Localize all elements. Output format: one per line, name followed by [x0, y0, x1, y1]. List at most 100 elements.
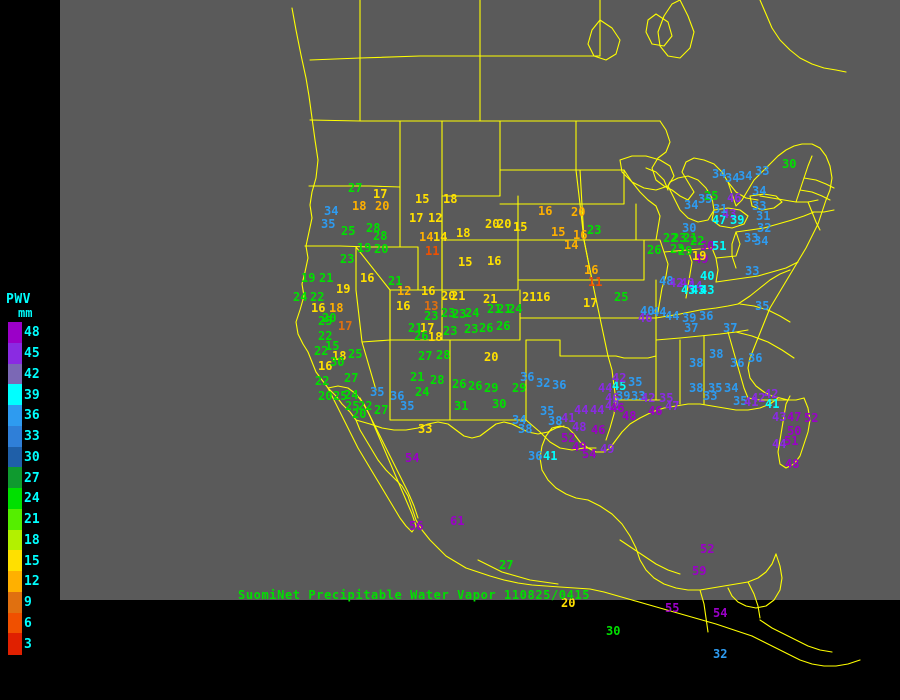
station-pwv-value: 34	[724, 381, 739, 395]
colorbar-swatch	[8, 363, 22, 385]
station-pwv-value: 47	[787, 410, 802, 424]
station-pwv-value: 32	[536, 376, 551, 390]
station-pwv-value: 21	[451, 289, 466, 303]
station-pwv-value: 42	[612, 371, 627, 385]
station-pwv-value: 19	[692, 249, 707, 263]
station-pwv-value: 21	[487, 302, 502, 316]
colorbar-title: PWV	[6, 292, 31, 307]
station-pwv-value: 16	[396, 299, 411, 313]
station-pwv-value: 27	[348, 181, 363, 195]
station-pwv-value: 43	[700, 283, 715, 297]
station-pwv-value: 42	[764, 387, 779, 401]
station-pwv-value: 20	[571, 205, 586, 219]
station-pwv-value: 22	[690, 234, 705, 248]
station-pwv-value: 52	[561, 431, 576, 445]
pwv-colorbar-legend: PWV mm 48 45 42 39 36 33 30 27 24 21 18 15 12 9 6 3	[0, 292, 58, 660]
station-pwv-value: 17	[420, 321, 435, 335]
station-pwv-value: 43	[681, 283, 696, 297]
station-pwv-value: 33	[703, 389, 718, 403]
colorbar-swatch	[8, 405, 22, 427]
station-pwv-value: 54	[713, 606, 728, 620]
station-pwv-value: 40	[700, 269, 715, 283]
station-pwv-value: 19	[336, 282, 351, 296]
station-pwv-value: 23	[587, 223, 602, 237]
station-pwv-value: 34	[712, 167, 727, 181]
station-pwv-value: 52	[804, 411, 819, 425]
station-pwv-value: 20	[561, 596, 576, 610]
station-pwv-value: 14	[564, 238, 579, 252]
colorbar-tick-label: 12	[24, 574, 40, 590]
station-pwv-value: 43	[722, 207, 737, 221]
station-pwv-value: 35	[708, 381, 723, 395]
station-pwv-value: 35	[733, 394, 748, 408]
colorbar-tick-label: 42	[24, 366, 40, 382]
station-pwv-value: 33	[418, 422, 433, 436]
colorbar-swatch	[8, 591, 22, 613]
station-pwv-value: 26	[479, 321, 494, 335]
station-pwv-value: 44	[772, 437, 787, 451]
station-pwv-value: 39	[616, 389, 631, 403]
station-pwv-value: 37	[684, 321, 699, 335]
station-pwv-value: 23	[443, 324, 458, 338]
station-pwv-value: 51	[784, 434, 799, 448]
station-pwv-value: 47	[712, 213, 727, 227]
station-pwv-value: 21	[410, 370, 425, 384]
station-pwv-value: 24	[344, 388, 359, 402]
colorbar-tick-label: 18	[24, 532, 40, 548]
station-pwv-value: 35	[628, 375, 643, 389]
station-pwv-value: 44	[652, 305, 667, 319]
station-pwv-value: 37	[723, 321, 738, 335]
station-pwv-value: 24	[465, 306, 480, 320]
station-pwv-value: 42	[751, 391, 766, 405]
station-pwv-value: 11	[425, 244, 440, 258]
goes-ir-satellite-image	[60, 0, 900, 600]
station-pwv-value: 50	[787, 424, 802, 438]
station-pwv-value: 33	[745, 264, 760, 278]
colorbar-swatch	[8, 467, 22, 489]
station-pwv-value: 34	[725, 171, 740, 185]
station-pwv-value: 27	[499, 558, 514, 572]
station-pwv-value: 23	[340, 252, 355, 266]
station-pwv-value: 14	[433, 230, 448, 244]
station-pwv-value: 36	[390, 389, 405, 403]
station-pwv-value: 48	[622, 409, 637, 423]
station-pwv-value: 21	[522, 290, 537, 304]
station-pwv-value: 22	[314, 344, 329, 358]
station-pwv-value: 33	[755, 164, 770, 178]
colorbar-tick-label: 3	[24, 636, 32, 652]
station-pwv-value: 20	[375, 199, 390, 213]
station-pwv-value: 20	[322, 311, 337, 325]
station-pwv-value: 54	[582, 447, 597, 461]
station-pwv-value: 27	[344, 371, 359, 385]
station-pwv-value: 23	[424, 309, 439, 323]
station-pwv-value: 38	[689, 381, 704, 395]
colorbar-tick-label: 48	[24, 325, 40, 341]
station-pwv-value: 38	[709, 347, 724, 361]
colorbar-swatch	[8, 342, 22, 364]
station-pwv-value: 20	[318, 389, 333, 403]
station-pwv-value: 52	[700, 542, 715, 556]
station-pwv-value: 16	[538, 204, 553, 218]
station-pwv-value: 46	[638, 311, 653, 325]
station-pwv-value: 27	[374, 403, 389, 417]
station-pwv-value: 26	[468, 379, 483, 393]
colorbar-swatch	[8, 633, 22, 655]
station-pwv-value: 59	[692, 564, 707, 578]
satellite-imagery-panel	[60, 0, 900, 600]
station-pwv-value: 46	[648, 404, 663, 418]
station-pwv-value: 15	[513, 220, 528, 234]
station-pwv-value: 16	[573, 228, 588, 242]
station-pwv-value: 44	[598, 381, 613, 395]
station-pwv-value: 33	[631, 389, 646, 403]
station-pwv-value: 61	[450, 514, 465, 528]
station-pwv-value: 15	[458, 255, 473, 269]
station-pwv-value: 44	[665, 309, 680, 323]
station-pwv-value: 21	[319, 271, 334, 285]
station-pwv-value: 27	[418, 349, 433, 363]
station-pwv-value: 16	[318, 359, 333, 373]
station-pwv-value: 29	[512, 381, 527, 395]
station-pwv-value: 43	[691, 283, 706, 297]
colorbar-swatch	[8, 384, 22, 406]
station-pwv-value: 25	[333, 389, 348, 403]
